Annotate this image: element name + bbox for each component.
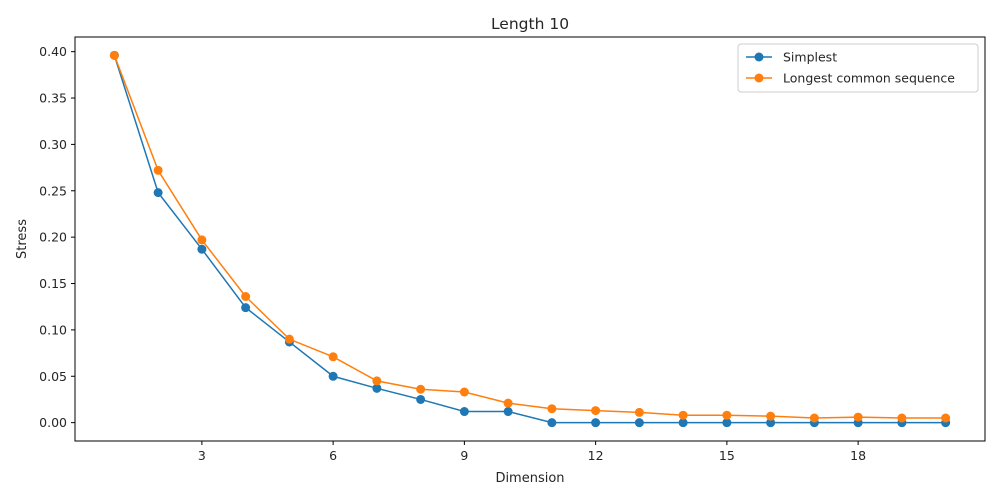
data-point xyxy=(416,394,426,404)
data-point xyxy=(591,418,601,428)
y-tick-label: 0.30 xyxy=(39,137,67,152)
data-point xyxy=(634,407,644,417)
data-point xyxy=(416,384,426,394)
legend-label: Simplest xyxy=(783,50,837,65)
axes-frame xyxy=(74,36,986,442)
series-2 xyxy=(109,50,951,423)
y-tick-label: 0.35 xyxy=(39,91,67,106)
x-tick-label: 18 xyxy=(850,448,866,463)
y-tick-label: 0.15 xyxy=(39,276,67,291)
data-point xyxy=(372,376,382,386)
x-tick-label: 15 xyxy=(719,448,735,463)
x-tick-label: 3 xyxy=(198,448,206,463)
data-point xyxy=(722,410,732,420)
legend-marker xyxy=(754,52,764,62)
y-tick-label: 0.20 xyxy=(39,230,67,245)
data-point xyxy=(853,412,863,422)
y-tick-label: 0.10 xyxy=(39,322,67,337)
data-point xyxy=(197,244,207,254)
data-point xyxy=(678,418,688,428)
x-axis-label: Dimension xyxy=(495,471,564,486)
data-point xyxy=(328,371,338,381)
data-point xyxy=(459,407,469,417)
legend: Simplest Longest common sequence xyxy=(737,43,979,93)
series-line xyxy=(113,55,946,424)
y-axis-label: Stress xyxy=(15,219,30,259)
data-point xyxy=(547,418,557,428)
data-point xyxy=(459,387,469,397)
plot-area xyxy=(109,50,951,428)
data-point xyxy=(503,398,513,408)
x-tick-label: 6 xyxy=(329,448,337,463)
legend-marker xyxy=(754,73,764,83)
y-tick-label: 0.00 xyxy=(39,415,67,430)
data-point xyxy=(372,383,382,393)
data-point xyxy=(547,404,557,414)
data-point xyxy=(328,352,338,362)
data-point xyxy=(153,165,163,175)
data-point xyxy=(722,418,732,428)
data-point xyxy=(503,407,513,417)
data-point xyxy=(153,188,163,198)
y-tick-label: 0.25 xyxy=(39,183,67,198)
y-tick-label: 0.40 xyxy=(39,44,67,59)
data-point xyxy=(109,50,119,60)
legend-label: Longest common sequence xyxy=(783,71,955,86)
x-tick-label: 12 xyxy=(588,448,604,463)
data-point xyxy=(197,235,207,245)
chart-title: Length 10 xyxy=(491,15,569,33)
data-point xyxy=(941,413,951,423)
data-point xyxy=(241,303,251,313)
data-point xyxy=(678,410,688,420)
x-tick-label: 9 xyxy=(460,448,468,463)
data-point xyxy=(241,292,251,302)
data-point xyxy=(809,413,819,423)
data-point xyxy=(634,418,644,428)
data-point xyxy=(897,413,907,423)
data-point xyxy=(591,406,601,416)
data-point xyxy=(766,411,776,421)
data-point xyxy=(284,334,294,344)
data-point xyxy=(766,418,776,428)
series-line xyxy=(113,55,946,419)
y-tick-label: 0.05 xyxy=(39,369,67,384)
legend-box xyxy=(737,43,979,93)
